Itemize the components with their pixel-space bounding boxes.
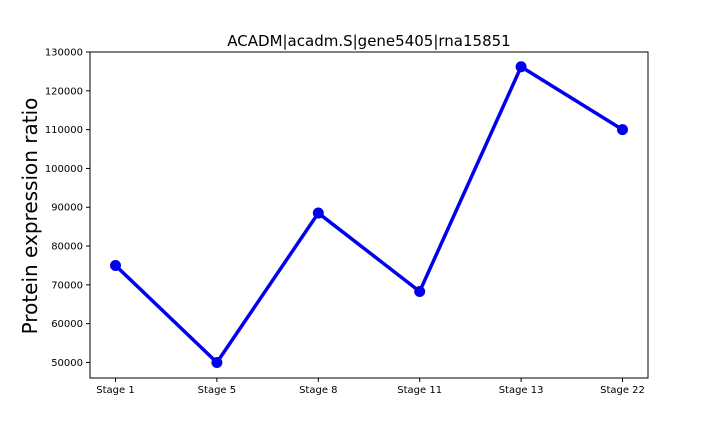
series-line: [113, 64, 625, 365]
data-point: [617, 124, 628, 136]
y-tick-label: 60000: [51, 319, 83, 330]
y-tick-label: 120000: [45, 86, 83, 97]
chart-title: ACADM|acadm.S|gene5405|rna15851: [227, 32, 510, 50]
x-tick-label: Stage 13: [499, 385, 544, 396]
y-tick-label: 110000: [45, 125, 83, 136]
x-tick-label: Stage 11: [397, 385, 442, 396]
x-tick-label: Stage 8: [299, 385, 337, 396]
x-axis-ticks: Stage 1 Stage 5 Stage 8 Stage 11 Stage 13 Sta…: [96, 378, 645, 396]
y-tick-label: 80000: [51, 242, 83, 253]
y-axis-label: Protein expression ratio: [18, 98, 42, 335]
x-tick-label: Stage 5: [198, 385, 236, 396]
y-tick-label: 130000: [45, 48, 83, 59]
y-axis-ticks: 50000 60000 70000 80000 90000 100000 110000 120…: [45, 48, 90, 369]
y-tick-label: 70000: [51, 280, 83, 291]
x-tick-label: Stage 1: [96, 385, 134, 396]
data-point: [211, 356, 223, 368]
data-point: [414, 285, 426, 297]
data-point: [312, 207, 324, 219]
y-tick-label: 100000: [45, 164, 83, 175]
data-point: [110, 259, 121, 271]
series-protein-expression: [110, 61, 628, 368]
x-tick-label: Stage 22: [600, 385, 645, 396]
y-tick-label: 90000: [51, 203, 83, 214]
plot-area-frame: [89, 51, 649, 379]
y-tick-label: 50000: [51, 358, 83, 369]
data-point: [515, 61, 527, 73]
